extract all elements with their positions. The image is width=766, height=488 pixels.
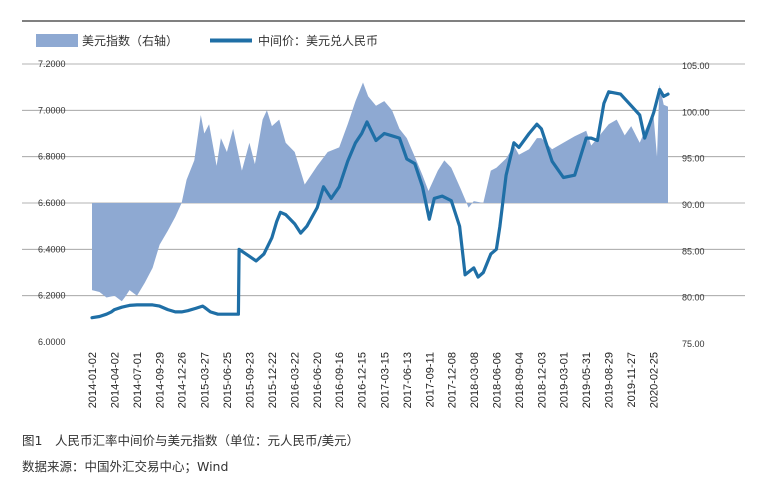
x-tick-label: 2015-09-23 xyxy=(244,352,256,408)
x-tick-label: 2015-06-25 xyxy=(222,352,234,408)
x-tick-label: 2016-12-15 xyxy=(357,352,369,408)
left-tick-label: 7.0000 xyxy=(38,105,66,115)
left-tick-label: 6.8000 xyxy=(38,152,66,162)
usd-index-series xyxy=(92,82,668,302)
x-tick-label: 2018-12-03 xyxy=(536,352,548,408)
right-axis-ticks: 75.00 80.00 85.00 90.00 95.00 100.00 105.00 xyxy=(682,61,710,349)
right-tick-label: 75.00 xyxy=(682,339,705,349)
x-tick-label: 2017-03-15 xyxy=(379,352,391,408)
x-tick-label: 2018-06-06 xyxy=(491,352,503,408)
x-tick-label: 2014-09-29 xyxy=(155,352,167,408)
x-tick-label: 2020-02-25 xyxy=(649,352,661,408)
x-tick-label: 2017-09-11 xyxy=(424,352,436,407)
x-tick-label: 2014-07-01 xyxy=(132,352,144,408)
x-axis-ticks: 2014-01-02 2014-04-02 2014-07-01 2014-09-29… xyxy=(87,352,661,408)
data-source: 数据来源：中国外汇交易中心；Wind xyxy=(22,459,229,474)
x-tick-label: 2016-06-20 xyxy=(312,352,324,408)
cny-midrate-series xyxy=(90,87,670,320)
x-tick-label: 2019-05-31 xyxy=(581,352,593,408)
x-tick-label: 2014-04-02 xyxy=(110,352,122,408)
left-tick-label: 6.2000 xyxy=(38,291,66,301)
left-tick-label: 6.6000 xyxy=(38,198,66,208)
left-tick-label: 7.2000 xyxy=(38,59,66,69)
legend-label-cny: 中间价：美元兑人民币 xyxy=(258,33,378,48)
right-tick-label: 80.00 xyxy=(682,293,705,303)
x-tick-label: 2014-12-26 xyxy=(177,352,189,408)
legend-swatch-usd-index xyxy=(36,34,78,47)
left-axis-ticks: 6.0000 6.2000 6.4000 6.6000 6.8000 7.0000 7.20… xyxy=(38,59,66,347)
left-tick-label: 6.4000 xyxy=(38,244,66,254)
chart: 美元指数（右轴） 中间价：美元兑人民币 6.00006.20006.40006.… xyxy=(22,20,745,408)
x-tick-label: 2016-03-22 xyxy=(290,352,302,408)
right-tick-label: 90.00 xyxy=(682,200,705,210)
legend-label-usd-index: 美元指数（右轴） xyxy=(82,33,178,48)
x-tick-label: 2019-03-01 xyxy=(558,352,570,408)
left-tick-label: 6.0000 xyxy=(38,337,66,347)
x-tick-label: 2015-12-22 xyxy=(267,352,279,408)
right-tick-label: 100.00 xyxy=(682,107,710,117)
x-tick-label: 2019-11-27 xyxy=(626,352,638,407)
figure-caption: 图1 人民币汇率中间价与美元指数（单位：元人民币/美元） xyxy=(22,433,360,448)
x-tick-label: 2014-01-02 xyxy=(87,352,99,408)
x-tick-label: 2015-03-27 xyxy=(199,352,211,408)
x-tick-label: 2016-09-16 xyxy=(334,352,346,408)
x-tick-label: 2017-12-08 xyxy=(446,352,458,408)
x-tick-label: 2018-09-04 xyxy=(514,352,526,408)
x-tick-label: 2019-08-29 xyxy=(604,352,616,408)
x-tick-label: 2017-06-13 xyxy=(402,352,414,408)
right-tick-label: 105.00 xyxy=(682,61,710,71)
x-tick-label: 2018-03-08 xyxy=(469,352,481,408)
legend: 美元指数（右轴） 中间价：美元兑人民币 xyxy=(36,33,378,48)
usd-index-area xyxy=(92,82,668,302)
right-tick-label: 95.00 xyxy=(682,154,705,164)
right-tick-label: 85.00 xyxy=(682,246,705,256)
cny-midrate-line xyxy=(90,87,670,320)
